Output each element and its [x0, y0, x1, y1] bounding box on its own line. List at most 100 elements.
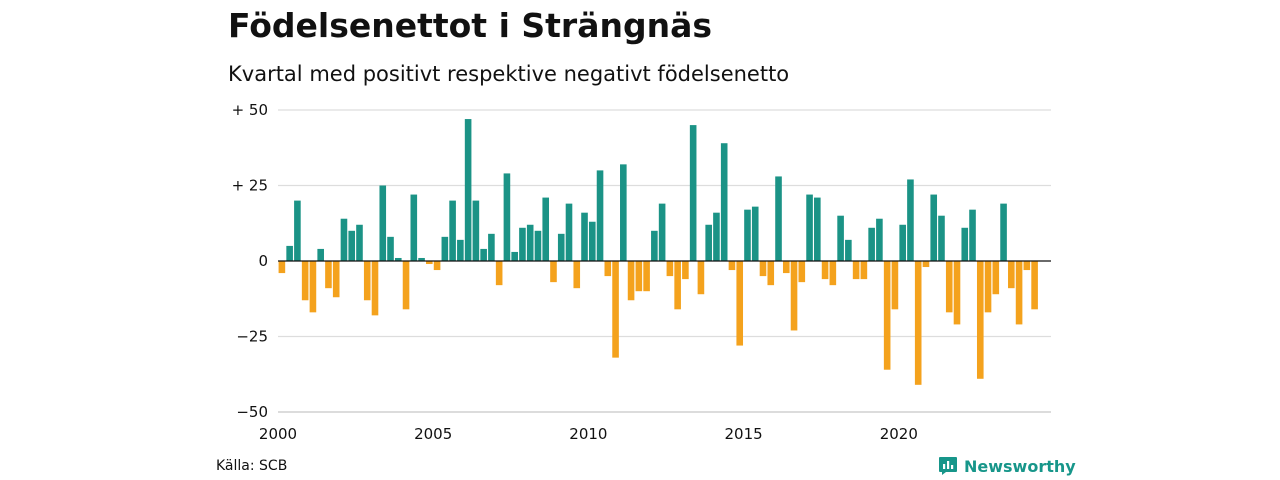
bar-positive — [488, 233, 495, 261]
bar-negative — [635, 261, 643, 292]
bar-negative — [914, 261, 922, 385]
bar-positive — [620, 164, 627, 261]
bar-negative — [332, 261, 340, 298]
bar-positive — [658, 203, 666, 261]
bar-positive — [410, 194, 418, 261]
bar-negative — [1023, 261, 1031, 271]
x-tick-label: 2000 — [259, 425, 297, 443]
bar-negative — [767, 261, 775, 286]
bar-positive — [379, 185, 387, 261]
bar-negative — [495, 261, 503, 286]
bar-positive — [294, 200, 301, 261]
x-tick-label: 2015 — [725, 425, 763, 443]
bar-positive — [899, 224, 906, 261]
bar-negative — [666, 261, 674, 277]
bar-positive — [845, 239, 852, 261]
bar-positive — [449, 200, 456, 261]
bar-negative — [612, 261, 619, 358]
x-tick-label: 2005 — [414, 425, 452, 443]
bar-positive — [387, 236, 394, 261]
bar-negative — [1008, 261, 1015, 289]
bar-negative — [371, 261, 379, 316]
bar-positive — [511, 251, 518, 261]
bar-negative — [426, 261, 433, 265]
bar-negative — [301, 261, 309, 301]
brand-name: Newsworthy — [964, 456, 1076, 476]
bar-negative — [759, 261, 767, 277]
bar-negative — [852, 261, 860, 280]
bar-negative — [674, 261, 681, 310]
bar-negative — [891, 261, 899, 310]
bar-negative — [325, 261, 332, 289]
bar-positive — [814, 197, 821, 261]
bar-positive — [534, 230, 542, 261]
bar-positive — [720, 143, 728, 261]
bar-negative — [829, 261, 837, 286]
bar-positive — [868, 227, 875, 261]
bar-negative — [992, 261, 1000, 295]
bar-negative — [402, 261, 410, 310]
y-tick-label: + 50 — [232, 101, 268, 119]
bar-negative — [433, 261, 441, 271]
bar-negative — [1031, 261, 1038, 310]
bar-negative — [1015, 261, 1023, 325]
bar-positive — [705, 224, 712, 261]
bar-positive — [1000, 203, 1007, 261]
bar-positive — [596, 170, 604, 261]
bar-negative — [573, 261, 581, 289]
bar-positive — [930, 194, 938, 261]
x-tick-label: 2010 — [569, 425, 607, 443]
bar-positive — [394, 257, 402, 261]
bar-positive — [480, 248, 487, 261]
bar-positive — [356, 224, 363, 261]
bar-positive — [806, 194, 813, 261]
bar-negative — [728, 261, 736, 271]
bar-positive — [588, 221, 596, 261]
bar-positive — [519, 227, 526, 261]
bar-chart-speech-icon — [939, 457, 957, 475]
bar-negative — [697, 261, 705, 295]
bar-positive — [464, 119, 472, 261]
y-tick-label: 0 — [258, 252, 268, 270]
bar-positive — [286, 245, 293, 261]
bar-positive — [651, 230, 658, 261]
bar-positive — [689, 125, 697, 261]
bar-negative — [860, 261, 868, 280]
bar-negative — [798, 261, 806, 283]
bars — [278, 119, 1038, 385]
bar-positive — [441, 236, 449, 261]
bar-positive — [317, 248, 324, 261]
bar-negative — [945, 261, 953, 313]
y-tick-label: −50 — [236, 403, 268, 421]
bar-positive — [542, 197, 550, 261]
brand-logo: Newsworthy — [938, 456, 1076, 476]
bar-negative — [883, 261, 891, 370]
bar-positive — [457, 239, 464, 261]
y-tick-label: + 25 — [232, 177, 268, 195]
bar-negative — [976, 261, 984, 379]
x-tick-label: 2020 — [880, 425, 918, 443]
bar-negative — [682, 261, 689, 280]
bar-positive — [557, 233, 565, 261]
bar-positive — [876, 218, 883, 261]
y-tick-label: −25 — [236, 328, 268, 346]
bar-positive — [751, 206, 759, 261]
bar-negative — [627, 261, 635, 301]
bar-positive — [713, 212, 720, 261]
chart-title: Födelsenettot i Strängnäs — [228, 6, 712, 45]
bar-negative — [953, 261, 961, 325]
bar-negative — [782, 261, 790, 274]
bar-positive — [969, 209, 976, 261]
source-note: Källa: SCB — [216, 458, 288, 474]
bar-positive — [744, 209, 751, 261]
bar-positive — [565, 203, 573, 261]
bar-positive — [340, 218, 348, 261]
bar-positive — [775, 176, 782, 261]
axes: + 50 + 25 0 −25 −50 2000 2005 2010 2015 2020 — [232, 101, 1051, 443]
bar-positive — [526, 224, 534, 261]
bar-negative — [363, 261, 371, 301]
bar-negative — [309, 261, 317, 313]
bar-negative — [922, 261, 930, 268]
bar-positive — [503, 173, 511, 261]
chart-subtitle: Kvartal med positivt respektive negativt… — [228, 62, 790, 86]
